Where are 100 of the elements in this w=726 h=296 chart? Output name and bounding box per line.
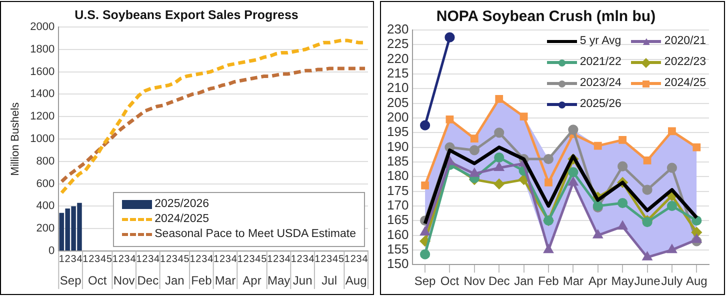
legend-label: 2025/26 (580, 97, 622, 112)
x-tick-label: Nov (464, 274, 486, 288)
x-tick-label: 3 (124, 254, 130, 265)
legend-label: 2025/2026 (154, 196, 210, 212)
x-tick-label: 2 (273, 254, 280, 265)
x-tick-label: 3 (326, 254, 333, 265)
legend-label: 2021/22 (580, 55, 622, 70)
x-tick-label: 3 (202, 254, 208, 265)
x-tick-label: 4 (130, 254, 136, 265)
y-tick-label: 170 (386, 198, 409, 213)
x-tick-label: 4 (308, 254, 315, 265)
x-tick-label: 3 (70, 254, 77, 265)
y-tick-label: 175 (386, 182, 409, 198)
x-tick-label: 2 (166, 254, 172, 265)
x-tick-label: 2 (142, 254, 148, 265)
x-tick-label: 3 (172, 254, 178, 265)
y-tick-label: 185 (386, 154, 409, 169)
x-tick-label: 4 (255, 254, 262, 265)
y-tick-label: 215 (386, 66, 409, 81)
x-tick-label: 3 (94, 254, 101, 265)
y-tick-label: 155 (386, 242, 409, 257)
text: Jun (292, 273, 312, 288)
x-tick-label: 1 (267, 254, 274, 265)
legend-label: 2020/21 (664, 34, 706, 49)
y-tick-label: 195 (386, 124, 409, 140)
y-tick-label: 800 (36, 155, 55, 168)
x-tick-label: 1 (58, 254, 65, 265)
x-tick-label: 1 (214, 254, 220, 265)
x-tick-label: 3 (278, 254, 285, 265)
x-tick-label: 4 (76, 254, 83, 265)
y-tick-label: 230 (386, 22, 409, 37)
x-tick-label: 1 (82, 254, 89, 265)
x-tick-label: 5 (106, 254, 112, 265)
x-tick-label: 1 (237, 254, 244, 265)
x-tick-label: 4 (332, 254, 338, 265)
legend-label: 2024/25 (664, 76, 706, 91)
y-tick-label: 210 (386, 80, 409, 96)
x-tick-label: 2 (219, 254, 226, 265)
x-tick-label: 5 (338, 254, 344, 265)
y-tick-label: 200 (36, 222, 55, 235)
x-tick-label: July (661, 274, 683, 288)
y-tick-label: 200 (386, 110, 409, 125)
y-tick-label: 180 (386, 168, 409, 184)
y-tick-label: 160 (386, 226, 409, 242)
x-tick-label: Feb (538, 274, 560, 288)
chart-title: U.S. Soybeans Export Sales Progress (74, 8, 298, 22)
y-tick-label: 205 (386, 94, 409, 110)
x-tick-label: Aug (686, 274, 708, 288)
x-tick-label: 2 (320, 254, 327, 265)
x-tick-label: 1 (136, 254, 142, 265)
text: Jul (322, 273, 338, 288)
y-tick-label: 1600 (30, 66, 55, 78)
x-tick-label: May (611, 274, 634, 288)
x-tick-label: 1 (160, 254, 166, 265)
x-tick-label: Mar (562, 274, 584, 288)
x-tick-label: 3 (148, 254, 154, 265)
chart-title: NOPA Soybean Crush (mln bu) (436, 8, 656, 26)
y-tick-label: 1000 (30, 133, 55, 146)
x-tick-label: 2 (118, 254, 124, 265)
y-tick-label: 1400 (30, 88, 55, 100)
y-tick-label: 225 (386, 36, 409, 52)
y-tick-label: 400 (36, 200, 55, 212)
y-tick-label: 150 (386, 256, 409, 272)
x-tick-label: 3 (356, 254, 362, 265)
x-tick-label: Dec (488, 274, 510, 288)
legend-label: Seasonal Pace to Meet USDA Estimate (154, 226, 356, 242)
legend-label: 2024/2025 (154, 212, 210, 226)
x-tick-label: 1 (112, 254, 118, 265)
x-tick-label: 1 (344, 254, 350, 265)
x-tick-label: 4 (284, 254, 291, 265)
x-tick-label: 4 (208, 254, 214, 265)
x-tick-label: 2 (88, 254, 95, 265)
x-tick-label: Jan (514, 274, 534, 288)
x-tick-label: 1 (290, 254, 297, 265)
x-tick-label: 4 (100, 254, 107, 265)
legend-label: 2023/24 (580, 76, 622, 91)
x-tick-label: 3 (225, 254, 232, 265)
x-tick-label: 2 (350, 254, 356, 265)
x-tick-label: Sep (414, 274, 436, 288)
x-tick-label: 3 (302, 254, 309, 265)
x-tick-label: 5 (261, 254, 268, 265)
y-tick-label: 0 (48, 245, 55, 258)
y-tick-label: 600 (36, 178, 55, 190)
x-tick-label: 4 (178, 254, 184, 265)
y-tick-label: 1200 (30, 110, 55, 123)
x-tick-label: 1 (190, 254, 196, 265)
x-tick-label: 2 (196, 254, 202, 265)
x-tick-label: 2 (64, 254, 71, 265)
x-tick-label: 5 (184, 254, 190, 265)
x-tick-label: 3 (249, 254, 256, 265)
y-axis-title: Million Bushels (10, 102, 22, 176)
y-tick-label: 165 (386, 212, 409, 228)
x-tick-label: Apr (588, 274, 608, 288)
x-tick-label: 2 (296, 254, 303, 265)
x-tick-label: 1 (314, 254, 321, 265)
y-tick-label: 2000 (30, 21, 55, 34)
legend-label: 2022/23 (664, 55, 706, 70)
y-tick-label: 1800 (30, 43, 55, 56)
x-tick-label: 2 (243, 254, 250, 265)
x-tick-label: 4 (154, 254, 160, 265)
